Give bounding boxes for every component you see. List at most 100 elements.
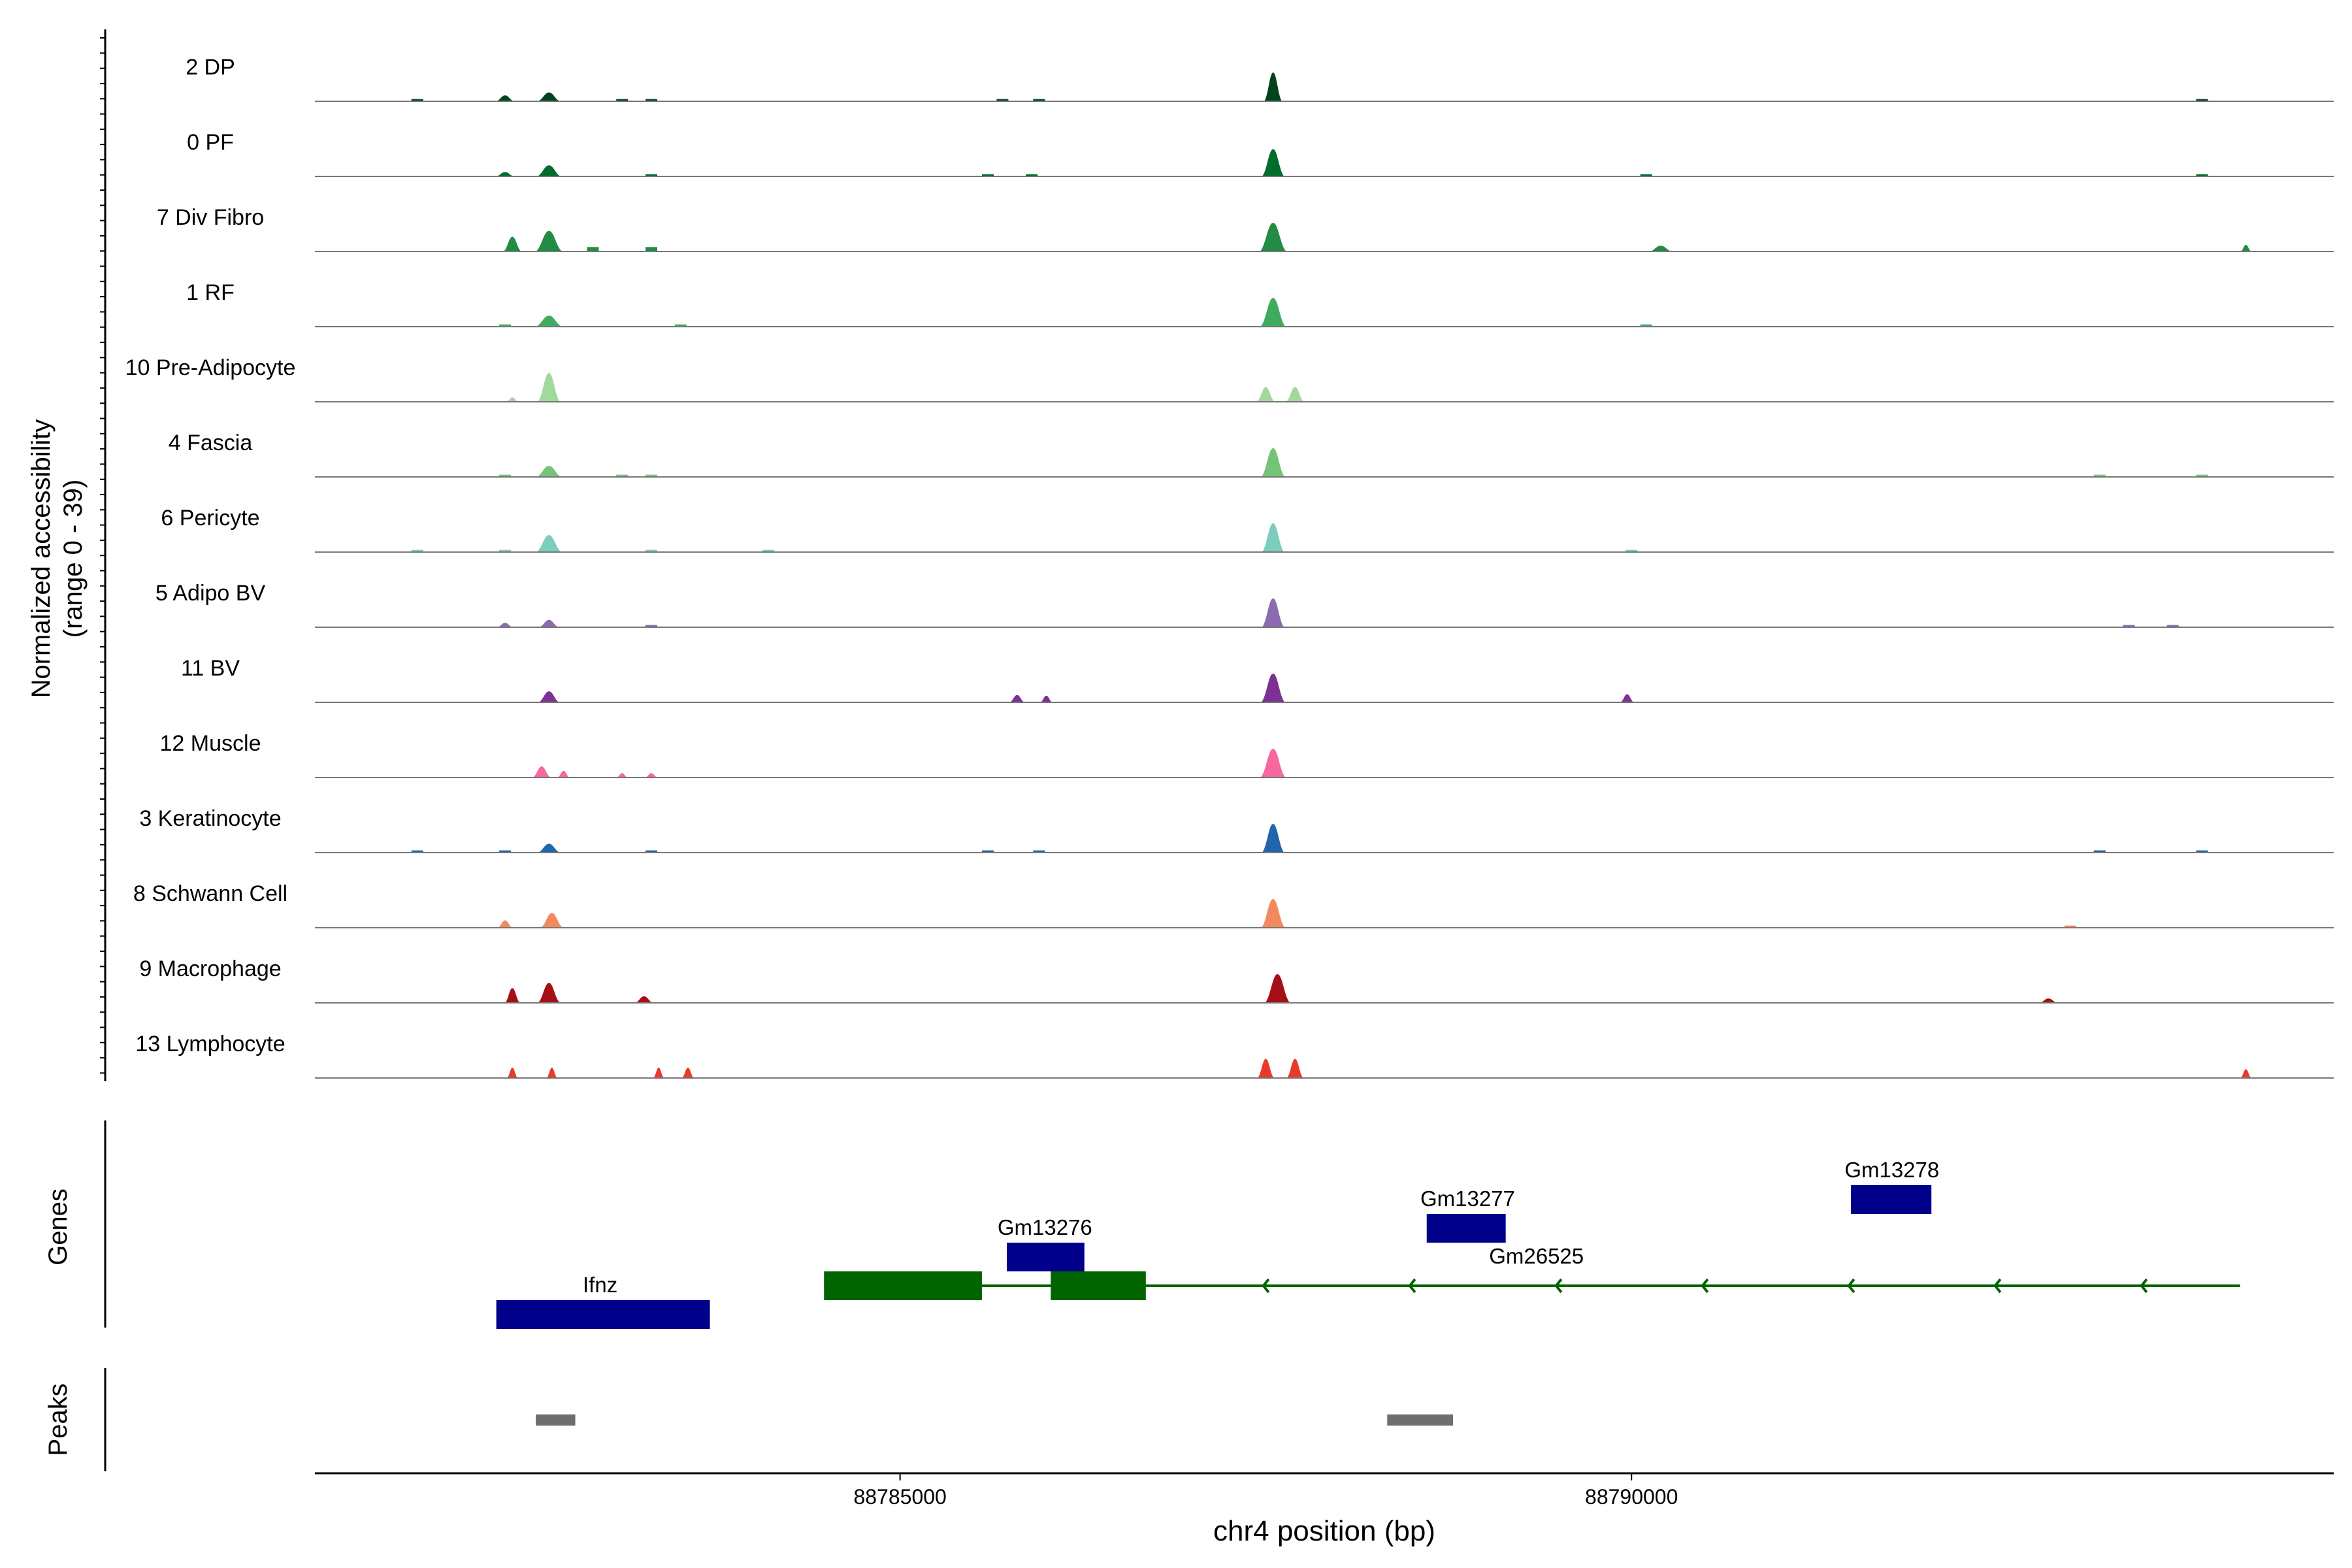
coverage-peak xyxy=(540,913,563,928)
coverage-peak xyxy=(538,92,561,101)
coverage-blip xyxy=(587,247,599,252)
coverage-peak xyxy=(682,1068,694,1078)
x-tick-label: 88790000 xyxy=(1585,1485,1678,1509)
coverage-peak xyxy=(557,770,570,777)
track-8-schwann-cell xyxy=(315,899,2334,928)
coverage-peak xyxy=(1264,73,1282,101)
track-7-div-fibro xyxy=(315,223,2334,252)
coverage-blip xyxy=(996,99,1009,101)
strand-arrow xyxy=(1554,1278,1563,1294)
strand-arrow xyxy=(2140,1278,2148,1294)
genes-track: Ifnz Gm13276 Gm13277 Gm13278 Gm26525 xyxy=(496,1158,2240,1329)
track-label: 12 Muscle xyxy=(160,731,261,756)
track-9-macrophage xyxy=(315,974,2334,1004)
coverage-peak xyxy=(536,466,562,477)
coverage-blip xyxy=(1033,99,1045,101)
left-axis xyxy=(100,29,106,1471)
coverage-peak xyxy=(536,231,563,252)
track-2-dp xyxy=(315,73,2334,102)
coverage-blip xyxy=(2196,174,2208,176)
coverage-peak xyxy=(496,172,514,176)
coverage-blip xyxy=(2196,99,2208,101)
coverage-peak xyxy=(536,535,562,552)
coverage-peak xyxy=(1261,448,1285,477)
coverage-peak xyxy=(538,843,561,853)
gene-body xyxy=(496,1300,710,1329)
track-4-fascia xyxy=(315,448,2334,478)
gene-body xyxy=(1007,1243,1085,1271)
coverage-peak xyxy=(497,623,513,627)
coverage-tracks xyxy=(315,73,2334,1079)
coverage-peak xyxy=(503,237,521,252)
coverage-peak xyxy=(635,996,653,1003)
coverage-peak xyxy=(537,165,561,176)
gene-gm13276: Gm13276 xyxy=(998,1215,1092,1271)
track-13-lymphocyte xyxy=(315,1058,2334,1079)
coverage-peak xyxy=(2240,1069,2251,1078)
coverage-blip xyxy=(411,850,423,853)
coverage-peak xyxy=(1286,1058,1303,1078)
track-6-pericyte xyxy=(315,523,2334,553)
coverage-blip xyxy=(2196,474,2208,477)
coverage-blip xyxy=(1640,174,1652,176)
coverage-blip xyxy=(499,474,512,477)
track-label: 10 Pre-Adipocyte xyxy=(125,355,296,380)
track-10-pre-adipocyte xyxy=(315,373,2334,402)
coverage-peak xyxy=(1620,694,1634,702)
coverage-peak xyxy=(505,988,520,1003)
coverage-peak xyxy=(1260,298,1286,327)
peaks-track xyxy=(536,1414,1454,1426)
x-axis: 88785000 88790000 xyxy=(315,1472,2334,1509)
coverage-peak xyxy=(1257,387,1275,402)
coverage-peak xyxy=(653,1068,664,1078)
coverage-blip xyxy=(499,324,512,327)
track-labels: 2 DP 0 PF 7 Div Fibro 1 RF 10 Pre-Adipocyte 4… xyxy=(125,55,296,1056)
gene-body xyxy=(1851,1185,1932,1214)
coverage-blip xyxy=(645,474,657,477)
coverage-peak xyxy=(645,773,657,777)
coverage-blip xyxy=(645,625,657,627)
genes-track-title: Genes xyxy=(44,1188,73,1266)
strand-arrow xyxy=(1408,1278,1416,1294)
x-axis-title: chr4 position (bp) xyxy=(1213,1515,1435,1547)
track-12-muscle xyxy=(315,749,2334,778)
coverage-blip xyxy=(2093,850,2106,853)
coverage-peak xyxy=(539,619,559,627)
track-label: 5 Adipo BV xyxy=(155,581,266,606)
gene-exon xyxy=(824,1271,983,1300)
coverage-blip xyxy=(2123,625,2135,627)
coverage-blip xyxy=(982,850,994,853)
track-label: 0 PF xyxy=(187,130,234,155)
strand-arrow xyxy=(1701,1278,1709,1294)
track-label: 9 Macrophage xyxy=(139,956,281,981)
coverage-blip xyxy=(982,174,994,176)
track-5-adipo-bv xyxy=(315,598,2334,628)
coverage-blip xyxy=(616,474,629,477)
coverage-blip xyxy=(2093,474,2106,477)
gene-gm13278: Gm13278 xyxy=(1844,1158,1939,1214)
x-tick-label: 88785000 xyxy=(853,1485,946,1509)
coverage-blip xyxy=(1625,549,1638,552)
coverage-peak xyxy=(497,920,513,928)
coverage-peak xyxy=(532,766,551,777)
strand-arrow xyxy=(1993,1278,2002,1294)
y-axis-subtitle: (range 0 - 39) xyxy=(59,480,88,638)
track-0-pf xyxy=(315,149,2334,177)
coverage-peak xyxy=(546,1068,557,1078)
coverage-blip xyxy=(645,174,657,176)
coverage-peak xyxy=(1286,387,1304,402)
coverage-blip xyxy=(499,549,512,552)
track-label: 1 RF xyxy=(186,280,235,305)
coverage-peak xyxy=(1265,974,1290,1003)
coverage-peak xyxy=(1261,899,1285,928)
track-label: 11 BV xyxy=(181,656,240,681)
gene-gm13277: Gm13277 xyxy=(1420,1186,1515,1243)
coverage-peak xyxy=(2039,998,2057,1003)
y-axis-title: Normalized accessibility xyxy=(27,419,56,698)
track-label: 3 Keratinocyte xyxy=(139,806,281,831)
coverage-peak xyxy=(536,316,563,327)
coverage-peak xyxy=(1262,824,1284,853)
coverage-blip xyxy=(645,549,657,552)
peak-region xyxy=(1387,1414,1454,1426)
track-1-rf xyxy=(315,298,2334,327)
